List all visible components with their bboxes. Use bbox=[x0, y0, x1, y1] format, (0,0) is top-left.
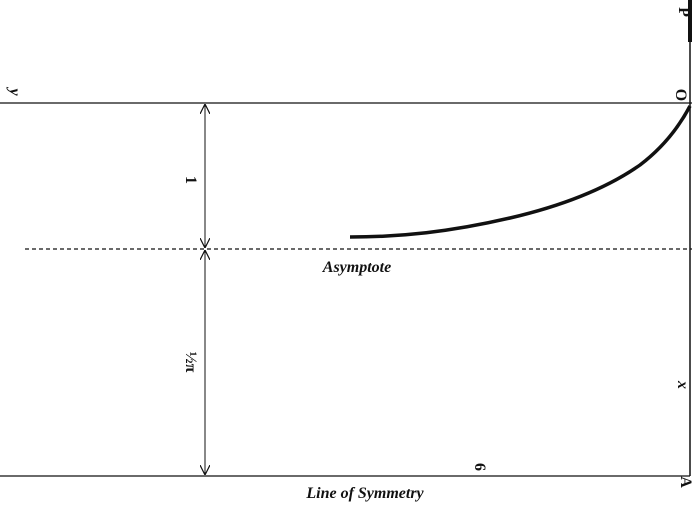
curve bbox=[349, 105, 692, 239]
dimension-label: ½π bbox=[182, 352, 199, 373]
point-label: A bbox=[677, 476, 692, 488]
y-label: y bbox=[6, 86, 23, 96]
symmetry-label: Line of Symmetry bbox=[305, 485, 424, 502]
asymptote-label: Asymptote bbox=[322, 259, 391, 276]
point-label: O bbox=[672, 89, 689, 101]
x-label: x bbox=[674, 380, 691, 389]
point-label: P bbox=[675, 7, 692, 17]
symbol-label: 6 bbox=[471, 463, 488, 471]
dimension-label: 1 bbox=[182, 176, 199, 184]
